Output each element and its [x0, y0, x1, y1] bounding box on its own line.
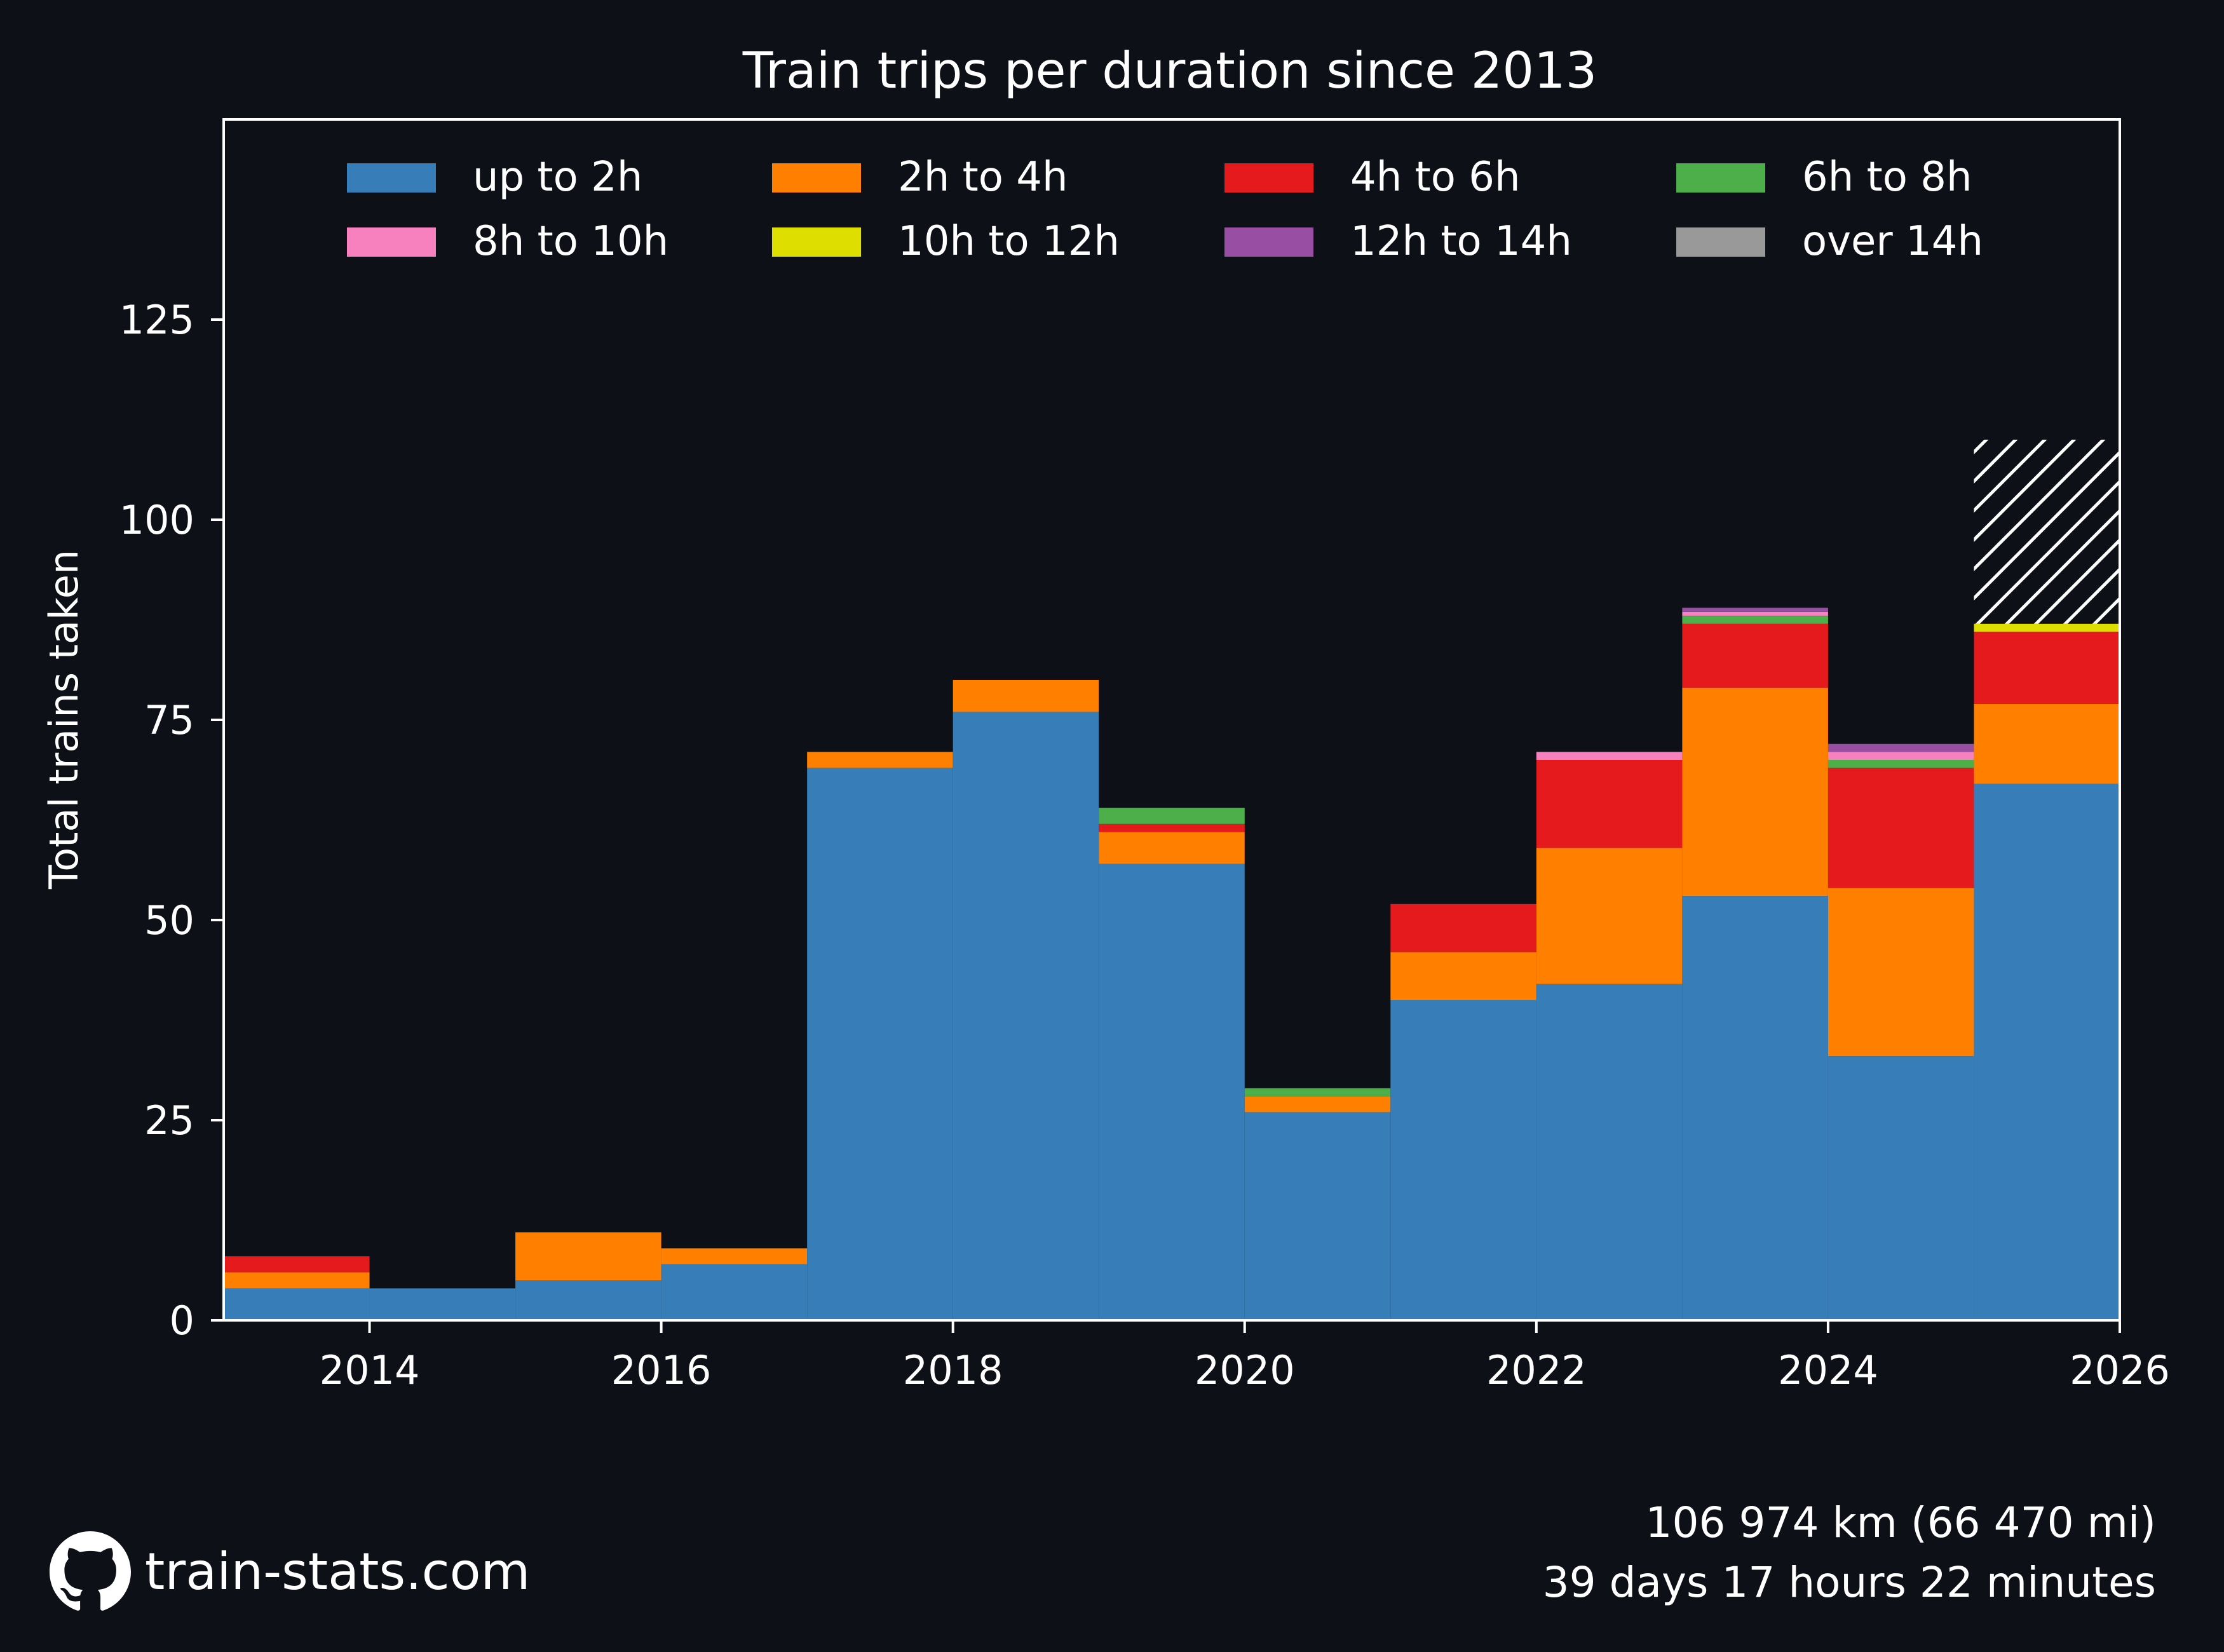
- legend-label: up to 2h: [473, 154, 642, 201]
- bar-segment: [953, 712, 1099, 1320]
- legend-swatch: [772, 227, 861, 257]
- bar-segment: [1244, 1112, 1391, 1320]
- legend-swatch: [1224, 227, 1313, 257]
- x-tick-label: 2022: [1486, 1347, 1587, 1393]
- bar-segment: [1682, 687, 1828, 897]
- brand-link[interactable]: train-stats.com: [50, 1531, 530, 1613]
- legend-label: 8h to 10h: [473, 218, 668, 265]
- y-tick-label: 100: [119, 497, 194, 543]
- x-tick-label: 2014: [320, 1347, 420, 1393]
- y-tick-label: 25: [144, 1097, 194, 1144]
- bar-segment: [224, 1288, 370, 1320]
- bar-segment: [953, 680, 1099, 712]
- bar-segment: [1974, 623, 2120, 632]
- legend-swatch: [772, 163, 861, 193]
- brand-text: train-stats.com: [145, 1542, 531, 1601]
- legend-label: 12h to 14h: [1350, 218, 1572, 265]
- bar-segment: [1974, 783, 2120, 1320]
- x-axis: 2014 2016 2018 2020 2022 2024 2026: [320, 1320, 2170, 1393]
- bar-segment: [661, 1264, 808, 1320]
- bar-segment: [1536, 752, 1683, 760]
- legend-label: 10h to 12h: [898, 218, 1120, 265]
- bar-segment: [1536, 984, 1683, 1320]
- bar-segment: [807, 752, 953, 768]
- bar-segment: [1827, 743, 1974, 752]
- bar-segment: [1536, 848, 1683, 984]
- github-icon: [50, 1531, 131, 1611]
- bar-segment: [1536, 760, 1683, 848]
- bar-segment: [369, 1288, 516, 1320]
- y-tick-label: 50: [144, 897, 194, 944]
- y-tick-label: 0: [170, 1297, 194, 1344]
- bar-segment: [1974, 632, 2120, 704]
- bar-segment: [1244, 1096, 1391, 1113]
- legend-label: 4h to 6h: [1350, 154, 1521, 201]
- footer-stats: 106 974 km (66 470 mi) 39 days 17 hours …: [1543, 1493, 2156, 1613]
- bar-segment: [1099, 863, 1245, 1320]
- bar-segment: [1390, 1000, 1536, 1320]
- bar-segment: [1827, 1056, 1974, 1320]
- bar-segment: [1682, 616, 1828, 624]
- bar-segment: [1099, 832, 1245, 864]
- chart-title: Train trips per duration since 2013: [742, 43, 1597, 100]
- bar-segment: [1682, 607, 1828, 612]
- y-axis: 0 25 50 75 100 125: [119, 297, 224, 1344]
- legend-swatch: [1224, 163, 1313, 193]
- bar-segment: [1682, 611, 1828, 616]
- bar-segment: [1827, 768, 1974, 888]
- bar-segment: [1682, 623, 1828, 688]
- bar-segment: [661, 1248, 808, 1264]
- projection-bar: [1974, 440, 2120, 624]
- x-tick-label: 2024: [1778, 1347, 1878, 1393]
- legend-swatch: [347, 227, 436, 257]
- bars-layer: [224, 607, 2120, 1320]
- bar-segment: [1827, 752, 1974, 760]
- bar-segment: [1390, 952, 1536, 1000]
- bar-segment: [1682, 896, 1828, 1320]
- bar-segment: [1827, 760, 1974, 768]
- bar-segment: [1099, 808, 1245, 824]
- legend: up to 2h 2h to 4h 4h to 6h 6h to 8h 8h to 10…: [347, 154, 1983, 265]
- x-tick-label: 2020: [1195, 1347, 1295, 1393]
- y-tick-label: 125: [119, 297, 194, 343]
- total-distance: 106 974 km (66 470 mi): [1645, 1498, 2156, 1547]
- bar-segment: [1099, 823, 1245, 832]
- legend-swatch: [347, 163, 436, 193]
- x-tick-label: 2018: [903, 1347, 1003, 1393]
- x-tick-label: 2016: [611, 1347, 712, 1393]
- bar-segment: [1390, 904, 1536, 952]
- bar-segment: [1244, 1088, 1391, 1097]
- y-tick-label: 75: [144, 697, 194, 743]
- legend-label: 2h to 4h: [898, 154, 1068, 201]
- bar-segment: [224, 1272, 370, 1289]
- x-tick-label: 2026: [2070, 1347, 2170, 1393]
- legend-swatch: [1676, 227, 1765, 257]
- y-axis-label: Total trains taken: [41, 550, 87, 890]
- legend-label: 6h to 8h: [1802, 154, 1972, 201]
- bar-segment: [515, 1280, 661, 1320]
- total-duration: 39 days 17 hours 22 minutes: [1542, 1558, 2156, 1607]
- bar-segment: [515, 1232, 661, 1280]
- legend-swatch: [1676, 163, 1765, 193]
- bar-segment: [1974, 703, 2120, 784]
- bar-segment: [1827, 888, 1974, 1057]
- bar-segment: [224, 1256, 370, 1273]
- projection-layer: [1974, 440, 2120, 624]
- bar-segment: [807, 768, 953, 1320]
- legend-label: over 14h: [1802, 218, 1983, 265]
